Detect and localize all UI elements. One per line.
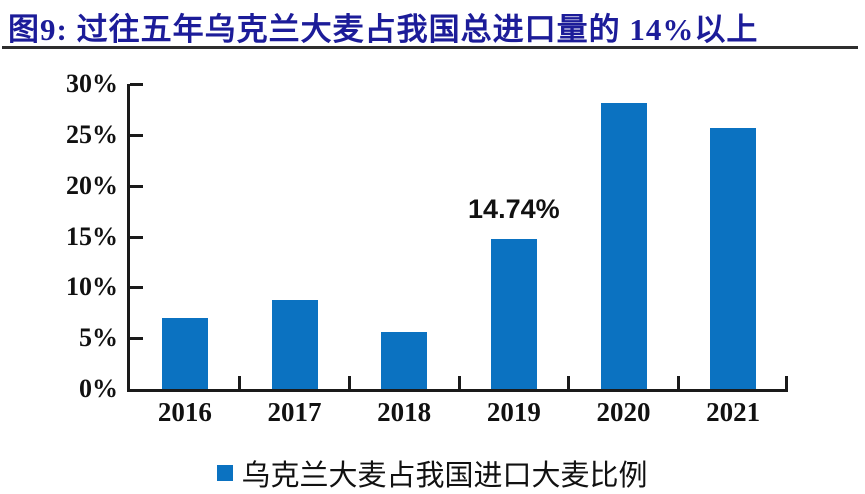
bar-2017 [271, 299, 318, 389]
y-axis-tick-label: 30% [66, 69, 118, 98]
bar-2021 [710, 127, 757, 389]
legend-label: 乌克兰大麦占我国进口大麦比例 [241, 460, 648, 492]
x-axis-tick [457, 376, 461, 389]
y-axis-tick-label: 20% [66, 170, 118, 200]
y-axis-tick-label: 25% [66, 119, 118, 149]
x-axis: 2016 2017 2018 2019 2020 2021 [130, 397, 788, 431]
legend-swatch-icon [217, 465, 234, 481]
x-axis-tick-label: 2017 [267, 397, 322, 427]
y-axis-tick-label: 10% [66, 272, 118, 302]
x-axis-tick [238, 376, 242, 389]
plot-area: 14.74% [127, 83, 788, 392]
y-axis-tick-label: 5% [79, 323, 118, 353]
x-axis-tick-label: 2021 [706, 397, 761, 427]
y-axis-tick-label: 0% [79, 374, 118, 403]
y-axis-tick-label: 15% [66, 221, 118, 251]
x-axis-tick-label: 2020 [596, 397, 651, 427]
y-axis-tick [130, 133, 143, 137]
x-axis-tick [347, 376, 351, 389]
legend: 乌克兰大麦占我国进口大麦比例 [0, 452, 865, 494]
bar-2016 [161, 317, 208, 389]
y-axis-tick [130, 184, 143, 188]
x-axis-tick [567, 376, 571, 389]
y-axis: 0% 5% 10% 15% 20% 25% 30% [24, 69, 118, 403]
x-axis-tick [785, 376, 788, 389]
y-axis-tick [130, 337, 143, 341]
x-axis-tick-label: 2019 [486, 397, 541, 427]
x-axis-tick-label: 2016 [157, 397, 212, 427]
x-axis-tick [676, 376, 680, 389]
bar-2018 [381, 332, 428, 389]
bar-2020 [600, 103, 647, 389]
x-axis-tick-label: 2018 [377, 397, 432, 427]
y-axis-tick [130, 83, 143, 86]
y-axis-tick [130, 235, 143, 239]
figure-title: 图9: 过往五年乌克兰大麦占我国总进口量的 14%以上 [8, 12, 759, 47]
y-axis-tick [130, 286, 143, 290]
bar-2019 [490, 239, 537, 389]
data-label: 14.74% [468, 194, 560, 225]
title-underline [2, 46, 858, 49]
